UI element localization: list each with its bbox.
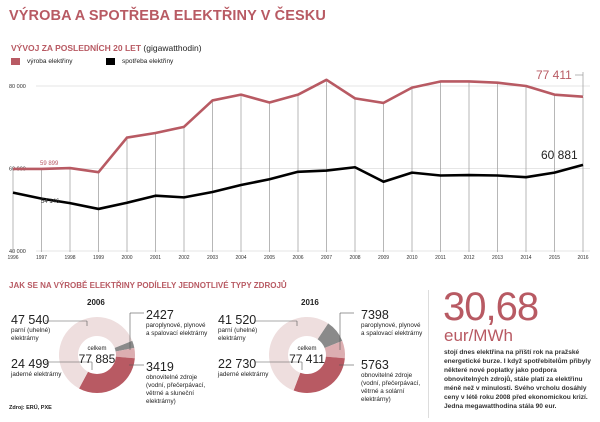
donut-slice (115, 347, 135, 359)
value: 5763 (361, 358, 389, 372)
x-tick-label: 2003 (207, 255, 218, 261)
source-note: Zdroj: ERÚ, PXE (9, 405, 52, 411)
legend-swatch-consumption (106, 58, 115, 65)
pie-section-title: JAK SE NA VÝROBĚ ELEKTŘINY PODÍLELY JEDN… (9, 281, 287, 290)
center-total: 77 411 (289, 352, 325, 366)
x-tick-label: 2007 (321, 255, 332, 261)
center-label: celkem (87, 346, 107, 352)
desc: parní (uhelné) elektrárny (11, 327, 51, 342)
label-2006-nuclear: 24 499 jaderné elektrárny (11, 357, 71, 379)
divider (428, 290, 429, 418)
label-2016-gas: 7398 paroplynové, plynové a spalovací el… (361, 308, 423, 338)
consumption-line (12, 163, 584, 211)
donut-2006-center: celkem 77 885 (77, 346, 117, 366)
desc: obnovitelné zdroje (vodní, přečerpávací,… (146, 374, 206, 405)
donut-slice (59, 316, 133, 389)
legend-swatch-production (11, 58, 20, 65)
value: 41 520 (218, 313, 257, 327)
value: 47 540 (11, 313, 50, 327)
x-tick-label: 2009 (378, 255, 389, 261)
label-2006-coal: 47 540 parní (uhelné) elektrárny (11, 313, 59, 343)
desc: jaderné elektrárny (218, 371, 269, 378)
desc: parní (uhelné) elektrárny (218, 327, 258, 342)
desc: paroplynové, plynové a spalovací elektrá… (146, 322, 208, 337)
donut-2006-title: 2006 (87, 298, 105, 307)
label-2006-renewables: 3419 obnovitelné zdroje (vodní, přečerpá… (146, 360, 206, 406)
production-2016-label: 77 411 (536, 68, 572, 82)
x-tick-label: 1996 (7, 255, 18, 261)
value: 22 730 (218, 357, 257, 371)
price-unit: eur/MWh (444, 326, 513, 345)
subtitle-text: VÝVOJ ZA POSLEDNÍCH 20 LET (11, 43, 142, 53)
x-tick-label: 2000 (121, 255, 132, 261)
legend-label: spotřeba elektřiny (122, 58, 174, 65)
desc: jaderné elektrárny (11, 371, 62, 378)
legend-label: výroba elektřiny (27, 58, 73, 65)
x-tick-label: 2015 (549, 255, 560, 261)
x-tick-label: 1998 (64, 255, 75, 261)
x-tick-label: 2016 (577, 255, 588, 261)
consumption-1996-label: 54 146 (41, 199, 60, 205)
unit-text: (gigawatthodin) (143, 43, 202, 53)
legend-production: výroba elektřiny (11, 58, 73, 65)
donut-2016-title: 2016 (301, 298, 319, 307)
label-2016-nuclear: 22 730 jaderné elektrárny (218, 357, 278, 379)
x-tick-label: 2011 (435, 255, 446, 261)
x-tick-label: 2001 (150, 255, 161, 261)
y-tick-label: 80 000 (9, 84, 26, 90)
line-chart-subtitle: VÝVOJ ZA POSLEDNÍCH 20 LET (gigawatthodi… (11, 43, 202, 53)
center-label: celkem (297, 346, 317, 352)
label-2006-gas: 2427 paroplynové, plynové a spalovací el… (146, 308, 210, 338)
value: 3419 (146, 360, 174, 374)
price-description: stojí dnes elektřina na příští rok na pr… (444, 349, 591, 410)
donut-2016-center: celkem 77 411 (287, 346, 327, 366)
x-tick-label: 1999 (93, 255, 104, 261)
donut-slice (268, 316, 329, 391)
x-tick-label: 2004 (235, 255, 246, 261)
x-tick-label: 2005 (264, 255, 275, 261)
y-tick-label: 40 000 (9, 249, 26, 255)
legend-consumption: spotřeba elektřiny (106, 58, 173, 65)
center-total: 77 885 (78, 352, 116, 366)
price-value: 30,68 (443, 285, 539, 329)
donut-slice (293, 356, 345, 393)
donut-slice (79, 356, 135, 393)
value: 2427 (146, 308, 174, 322)
x-tick-label: 2012 (463, 255, 474, 261)
donut-slice (114, 340, 135, 352)
consumption-2016-label: 60 881 (541, 148, 578, 162)
x-tick-label: 2014 (520, 255, 531, 261)
x-tick-label: 2010 (406, 255, 417, 261)
value: 7398 (361, 308, 389, 322)
x-tick-label: 2013 (492, 255, 503, 261)
production-1996-label: 59 899 (40, 161, 59, 167)
x-tick-label: 2008 (349, 255, 360, 261)
desc: paroplynové, plynové a spalovací elektrá… (361, 322, 423, 337)
value: 24 499 (11, 357, 50, 371)
x-tick-label: 2006 (292, 255, 303, 261)
page-title: VÝROBA A SPOTŘEBA ELEKTŘINY V ČESKU (9, 8, 326, 24)
x-tick-label: 1997 (36, 255, 47, 261)
label-2016-coal: 41 520 parní (uhelné) elektrárny (218, 313, 266, 343)
donut-slice (317, 323, 343, 348)
donut-charts (45, 312, 354, 393)
label-2016-renewables: 5763 obnovitelné zdroje (vodní, přečerpá… (361, 358, 423, 404)
x-tick-label: 2002 (178, 255, 189, 261)
production-line (12, 78, 584, 174)
desc: obnovitelné zdroje (vodní, přečerpávací,… (361, 372, 421, 403)
